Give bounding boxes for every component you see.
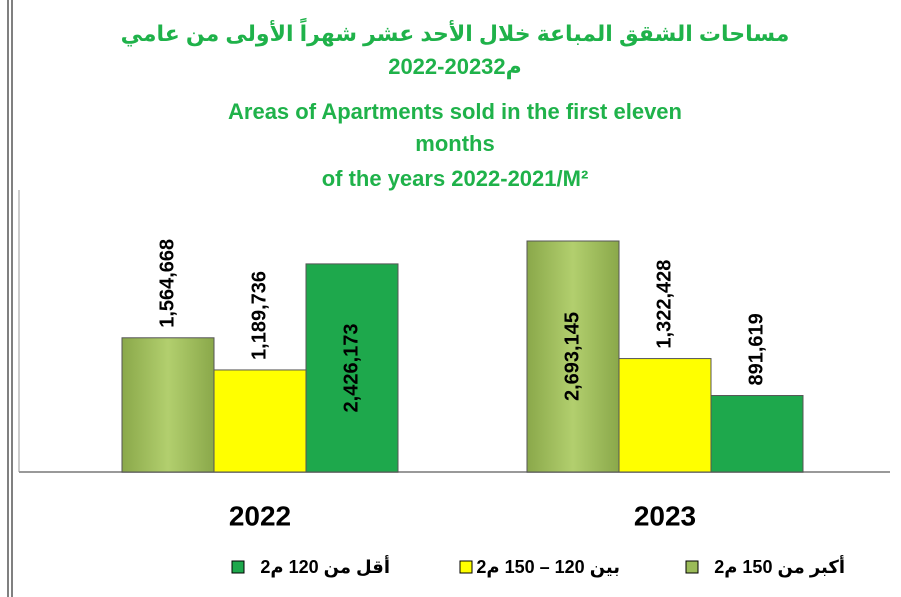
data-label: 1,189,736 [248, 271, 270, 360]
legend-swatch [685, 560, 699, 574]
bar [213, 369, 307, 473]
data-label: 2,693,145 [561, 312, 583, 401]
chart-title: of the years 2022-2021/M² [322, 166, 589, 191]
chart-title: 2022-2023م2 [388, 54, 522, 79]
legend-swatch [459, 560, 473, 574]
chart-title: مساحات الشقق المباعة خلال الأحد عشر شهرا… [121, 17, 790, 47]
bar [305, 263, 399, 473]
bar [710, 395, 804, 473]
data-label: 2,426,173 [340, 323, 362, 412]
legend-label: أكبر من 150 م2 [714, 555, 845, 578]
bar [121, 337, 215, 473]
legend-label: بين 120 – 150 م2 [476, 557, 620, 578]
data-label: 1,322,428 [653, 260, 675, 349]
data-label: 891,619 [745, 313, 767, 385]
chart-title: Areas of Apartments sold in the first el… [228, 99, 682, 124]
data-label: 1,564,668 [156, 239, 178, 328]
bar [618, 358, 712, 473]
chart-title: months [415, 131, 494, 156]
legend-label: أقل من 120 م2 [260, 555, 390, 578]
bar [526, 240, 620, 473]
x-tick-label: 2023 [634, 500, 696, 531]
x-tick-label: 2022 [229, 500, 291, 531]
legend-swatch [231, 560, 245, 574]
